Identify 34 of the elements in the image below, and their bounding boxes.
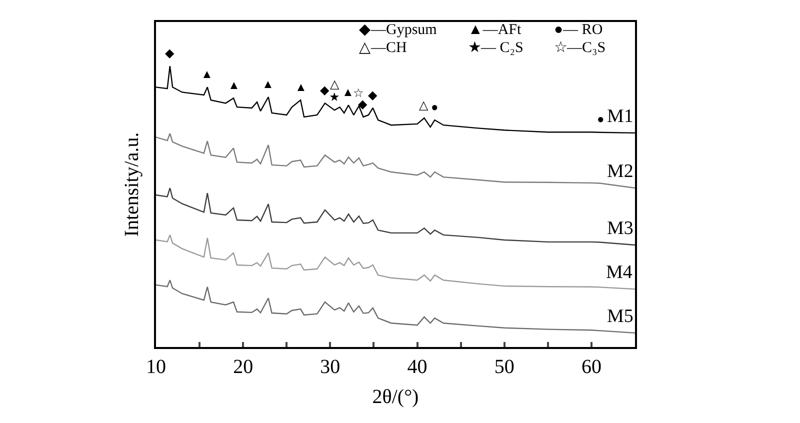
text: ▲—AFt	[468, 22, 522, 38]
annotation: ◆	[165, 46, 175, 60]
annotation: ▲	[201, 67, 213, 81]
series-label: M4	[606, 262, 633, 283]
annotation: ◆	[368, 88, 378, 102]
text: ☆—C₃S	[554, 40, 606, 56]
series-label: M2	[607, 161, 634, 182]
annotation: ◆	[320, 83, 330, 97]
text: ◆—Gypsum	[359, 22, 438, 38]
annotation: ▲	[342, 85, 354, 99]
annotation: △	[419, 98, 429, 112]
annotation: ▲	[295, 80, 307, 94]
text: △—CH	[359, 40, 408, 56]
x-tick-label: 60	[581, 356, 602, 378]
annotation: ●	[597, 112, 604, 126]
annotation: ◆	[358, 97, 368, 111]
x-tick-label: 30	[320, 356, 340, 378]
annotation: ☆	[353, 86, 364, 100]
text: ●— RO	[554, 22, 603, 38]
x-tick-label: 40	[407, 356, 428, 378]
x-tick-label: 50	[494, 356, 514, 378]
annotation: ●	[431, 100, 438, 114]
y-axis-title: Intensity/a.u.	[121, 132, 143, 237]
x-tick-label: 20	[233, 356, 254, 378]
series-label: M1	[607, 106, 634, 127]
series-label: M3	[607, 218, 634, 239]
annotation: ▲	[262, 77, 274, 91]
annotation: ★	[329, 90, 340, 104]
text: ★— C₂S	[468, 40, 524, 56]
x-axis-title: 2θ/(°)	[372, 386, 419, 408]
annotation: △	[330, 77, 340, 91]
annotation: ▲	[228, 78, 240, 92]
x-tick-label: 10	[146, 356, 166, 378]
series-label: M5	[607, 306, 634, 327]
